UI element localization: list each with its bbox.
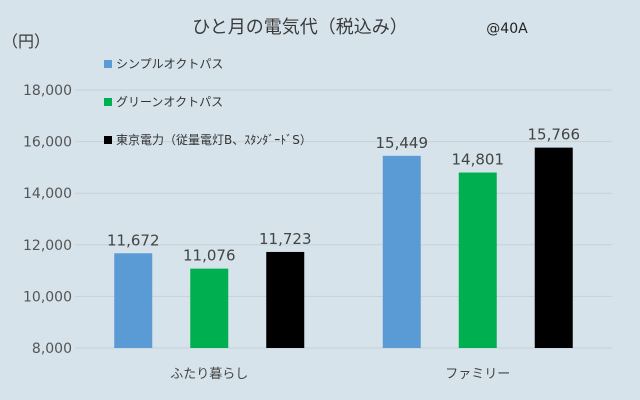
legend-label: 東京電力（従量電灯B、ｽﾀﾝﾀﾞｰﾄﾞS） bbox=[116, 133, 312, 147]
y-tick-label: 10,000 bbox=[23, 289, 72, 305]
x-category-label: ファミリー bbox=[445, 367, 510, 382]
data-label: 14,801 bbox=[452, 151, 505, 169]
y-tick-label: 14,000 bbox=[23, 186, 72, 202]
data-label: 15,449 bbox=[376, 134, 429, 152]
y-tick-label: 12,000 bbox=[23, 238, 72, 254]
y-axis-unit: （円） bbox=[2, 32, 50, 51]
legend-label: シンプルオクトパス bbox=[116, 57, 223, 71]
bar bbox=[266, 251, 305, 348]
data-label: 11,723 bbox=[259, 230, 312, 248]
bar bbox=[190, 268, 229, 348]
bar bbox=[534, 147, 573, 348]
chart-note: @40A bbox=[486, 21, 528, 37]
data-label: 11,672 bbox=[107, 231, 160, 249]
x-category-label: ふたり暮らし bbox=[170, 367, 248, 382]
bar bbox=[382, 155, 421, 348]
chart-title: ひと月の電気代（税込み） bbox=[192, 17, 407, 38]
legend-swatch bbox=[104, 60, 112, 68]
legend-swatch bbox=[104, 136, 112, 144]
y-tick-label: 8,000 bbox=[32, 341, 72, 357]
data-label: 11,076 bbox=[183, 247, 236, 265]
bar bbox=[114, 253, 153, 348]
bar bbox=[458, 172, 497, 348]
legend-swatch bbox=[104, 98, 112, 106]
y-tick-label: 18,000 bbox=[23, 83, 72, 99]
data-label: 15,766 bbox=[528, 126, 581, 144]
legend-label: グリーンオクトパス bbox=[116, 95, 223, 109]
y-tick-label: 16,000 bbox=[23, 135, 72, 151]
